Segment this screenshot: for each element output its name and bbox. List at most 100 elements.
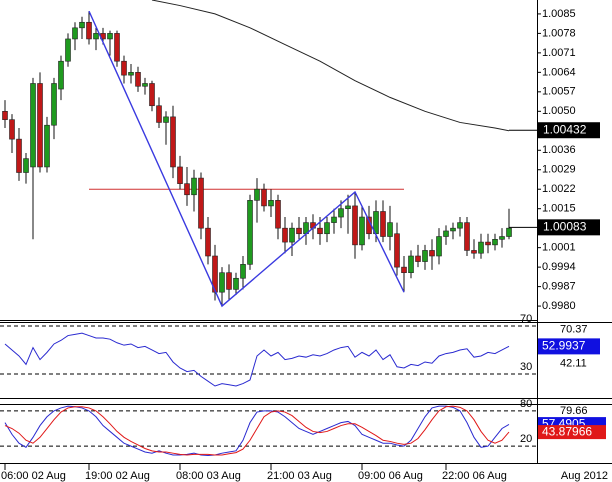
candle-body xyxy=(233,277,239,290)
stoch-line xyxy=(4,405,510,457)
rsi-level-label: 70 xyxy=(520,313,532,325)
stoch-line xyxy=(4,405,510,456)
x-tick-label: 21:00 03 Aug xyxy=(267,470,332,482)
y-tick-label: 1.0085 xyxy=(542,8,576,20)
candle-body xyxy=(149,83,155,107)
candle-body xyxy=(401,266,407,273)
candle-body xyxy=(380,211,386,237)
candle-body xyxy=(247,200,253,265)
candle-body xyxy=(415,255,421,262)
rsi-scale-label: 42.11 xyxy=(560,357,587,369)
candle-body xyxy=(114,33,120,62)
candle-body xyxy=(44,124,50,168)
price-label-box xyxy=(538,219,600,236)
candle-body xyxy=(9,119,15,140)
candle-body xyxy=(191,177,197,196)
stoch-scale-label: 79.66 xyxy=(560,405,588,417)
rsi-current-box xyxy=(538,338,600,355)
rsi-level-label: 30 xyxy=(520,361,532,373)
candle-body xyxy=(275,200,281,229)
rsi-line xyxy=(4,332,510,387)
y-tick-label: 1.0015 xyxy=(542,203,576,215)
candle-body xyxy=(30,83,36,168)
candle-body xyxy=(471,250,477,254)
stoch-level-label: 20 xyxy=(520,433,532,445)
y-tick-label: 1.0071 xyxy=(542,47,576,59)
candle-body xyxy=(142,83,148,87)
candle-body xyxy=(72,27,78,40)
moving-average xyxy=(151,0,510,132)
candle-body xyxy=(478,241,484,254)
y-tick-label: 1.0057 xyxy=(542,86,576,98)
candle-body xyxy=(58,60,64,90)
zigzag xyxy=(88,10,405,308)
price-label: 1.00083 xyxy=(543,220,587,234)
candle-body xyxy=(93,33,99,40)
y-tick-label: 1.0029 xyxy=(542,164,576,176)
candle-body xyxy=(422,250,428,262)
candle-body xyxy=(387,222,393,237)
candle-body xyxy=(429,250,435,257)
x-tick-label: 08:00 03 Aug xyxy=(176,470,241,482)
stoch-current-box xyxy=(538,425,606,440)
candle-body xyxy=(394,233,400,268)
candle-body xyxy=(107,33,113,40)
y-tick-label: 1.0022 xyxy=(542,183,576,195)
candle-body xyxy=(261,188,267,207)
candle-body xyxy=(289,227,295,243)
candle-body xyxy=(37,83,43,168)
stoch-current-label: 43.87966 xyxy=(542,424,592,438)
y-tick-label: 1.0001 xyxy=(542,242,576,254)
candle-body xyxy=(443,230,449,237)
candle-body xyxy=(492,239,498,246)
y-tick-label: 0.9987 xyxy=(542,281,576,293)
candle-body xyxy=(128,72,134,76)
y-tick-label: 1.0078 xyxy=(542,27,576,39)
candle-body xyxy=(23,158,29,173)
candle-body xyxy=(163,116,169,123)
candle-body xyxy=(226,272,232,290)
candle-body xyxy=(184,183,190,196)
x-tick-label: 19:00 02 Aug xyxy=(85,470,150,482)
candle-body xyxy=(198,177,204,229)
candle-body xyxy=(359,216,365,246)
candle-body xyxy=(324,222,330,235)
rsi-current-label: 52.9937 xyxy=(542,339,586,353)
x-corner-label: Aug 2012 xyxy=(561,470,608,482)
candle-body xyxy=(450,227,456,232)
candle-body xyxy=(345,205,351,209)
price-label-box xyxy=(538,122,600,139)
candle-body xyxy=(436,236,442,257)
candle-body xyxy=(352,205,358,246)
price-label: 1.00432 xyxy=(543,122,587,136)
candle-body xyxy=(240,264,246,279)
candle-body xyxy=(296,227,302,235)
candle-body xyxy=(79,21,85,29)
candle-body xyxy=(268,200,274,207)
candle-body xyxy=(16,138,22,173)
x-tick-label: 09:00 06 Aug xyxy=(358,470,423,482)
y-tick-label: 1.0050 xyxy=(542,105,576,117)
candle-body xyxy=(2,111,8,120)
candle-body xyxy=(317,227,323,235)
candle-body xyxy=(282,227,288,243)
rsi-scale-label: 70.37 xyxy=(560,323,588,335)
candle-body xyxy=(499,236,505,240)
candle-body xyxy=(464,222,470,251)
candle-body xyxy=(177,166,183,184)
y-tick-label: 1.0064 xyxy=(542,66,576,78)
candle-body xyxy=(254,188,260,201)
candle-body xyxy=(51,83,57,126)
candle-body xyxy=(135,72,141,87)
candle-body xyxy=(65,38,71,62)
candle-body xyxy=(331,216,337,223)
stoch-level-label: 80 xyxy=(520,398,532,410)
candle-body xyxy=(485,241,491,246)
candle-body xyxy=(170,116,176,168)
y-tick-label: 1.0036 xyxy=(542,144,576,156)
candle-body xyxy=(205,227,211,257)
candle-body xyxy=(121,60,127,76)
candle-body xyxy=(408,255,414,273)
candle-body xyxy=(219,272,225,293)
